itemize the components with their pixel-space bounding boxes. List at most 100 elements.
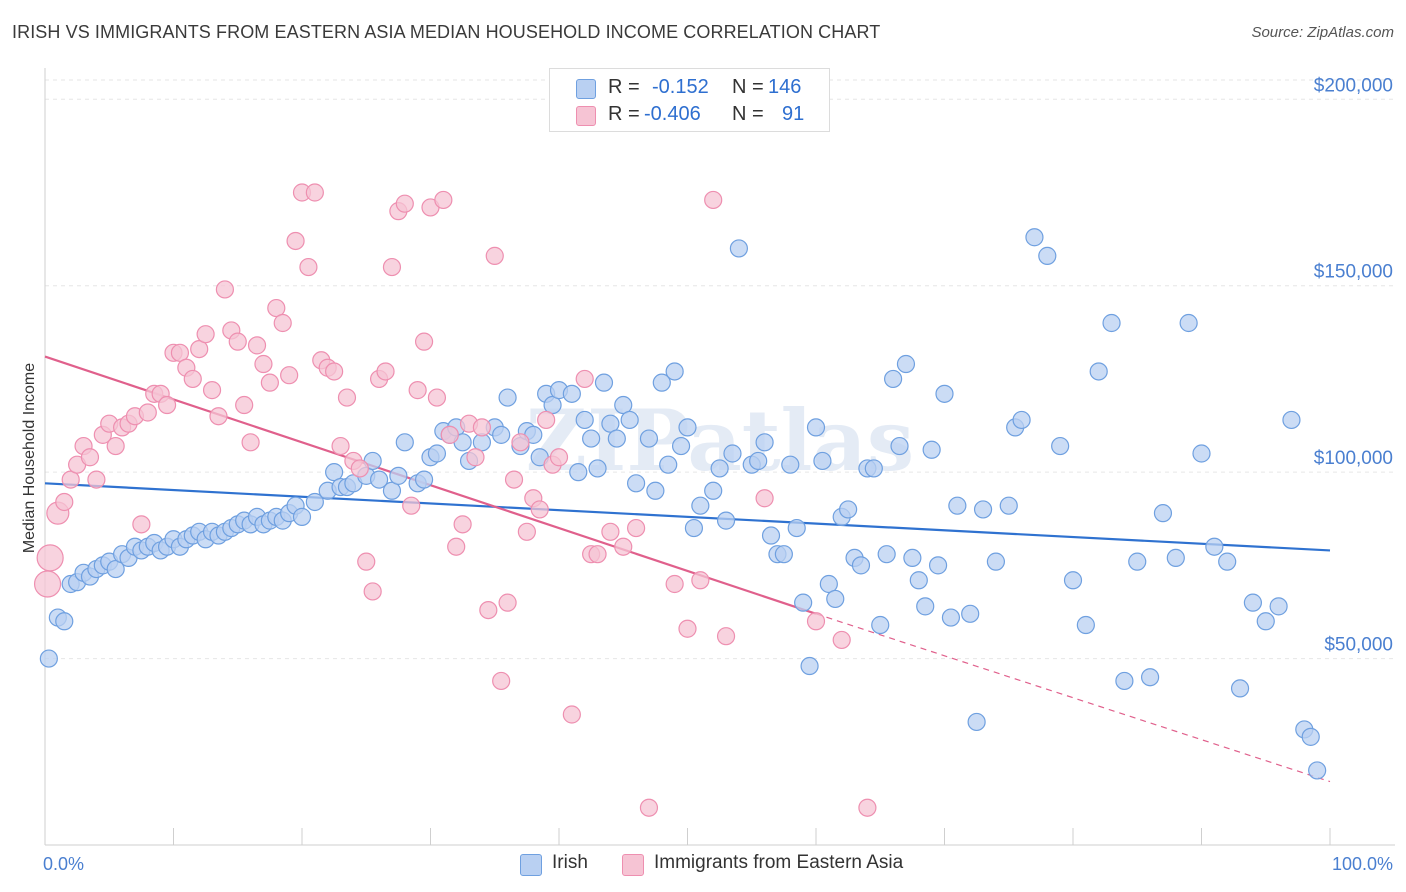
irish-point bbox=[864, 459, 883, 478]
correlation-legend: R = -0.152 N = 146 R = -0.406 N = 91 bbox=[549, 68, 830, 132]
irish-point bbox=[671, 436, 691, 456]
gridlines bbox=[45, 79, 1395, 660]
irish-point bbox=[1205, 537, 1224, 556]
immigrant-point bbox=[492, 671, 511, 691]
immigrant-point bbox=[325, 362, 344, 381]
immigrant-point bbox=[235, 395, 254, 415]
irish-point bbox=[729, 239, 749, 258]
immigrant-point bbox=[537, 410, 556, 430]
immigrant-point bbox=[517, 522, 536, 541]
irish-point bbox=[961, 604, 980, 623]
irish-point bbox=[626, 474, 646, 493]
source-label: Source: ZipAtlas.com bbox=[1251, 24, 1394, 41]
legend-n-label: N = bbox=[732, 103, 764, 125]
immigrant-point bbox=[665, 574, 684, 594]
irish-point bbox=[389, 466, 408, 485]
irish-point bbox=[871, 615, 890, 635]
irish-point bbox=[1153, 504, 1173, 523]
immigrant-point bbox=[402, 496, 421, 515]
irish-point bbox=[851, 556, 871, 575]
immigrant-point bbox=[280, 366, 299, 385]
irish-point bbox=[582, 429, 601, 448]
irish-point bbox=[877, 545, 896, 564]
irish-point bbox=[305, 492, 324, 512]
legend-r-label: R = bbox=[608, 76, 640, 98]
irish-trend-line bbox=[44, 482, 1331, 552]
immigrant-point bbox=[87, 470, 106, 489]
bottom-legend-label-irish: Irish bbox=[552, 852, 588, 873]
immigrant-point bbox=[209, 407, 228, 426]
immigrant-point bbox=[363, 582, 382, 601]
irish-point bbox=[395, 433, 414, 452]
immigrant-point bbox=[504, 470, 524, 489]
irish-point bbox=[594, 373, 614, 392]
irish-point bbox=[716, 511, 736, 530]
immigrant-point bbox=[36, 544, 64, 572]
y-tick-label: $200,000 bbox=[1314, 75, 1393, 96]
immigrant-point bbox=[479, 600, 498, 620]
bottom-legend-swatch-irish bbox=[520, 854, 542, 876]
irish-point bbox=[1025, 228, 1044, 247]
irish-point bbox=[620, 410, 639, 430]
irish-point bbox=[1301, 727, 1320, 746]
immigrant-point bbox=[408, 381, 427, 400]
irish-point bbox=[916, 597, 935, 616]
irish-point bbox=[787, 518, 806, 538]
immigrant-point bbox=[511, 433, 530, 452]
immigrant-point bbox=[453, 515, 472, 534]
immigrant-point bbox=[678, 619, 697, 638]
legend-row-irish: R = -0.152 N = 146 bbox=[550, 74, 829, 102]
immigrant-point bbox=[299, 257, 318, 277]
immigrant-point bbox=[440, 425, 459, 444]
irish-point bbox=[1012, 410, 1031, 430]
immigrant-point bbox=[447, 537, 466, 556]
bottom-legend-label-immigrants: Immigrants from Eastern Asia bbox=[654, 852, 904, 873]
legend-row-immigrants: R = -0.406 N = 91 bbox=[550, 101, 829, 129]
irish-point bbox=[414, 470, 434, 489]
irish-point bbox=[492, 425, 511, 444]
irish-point bbox=[1166, 548, 1185, 568]
immigrant-point bbox=[350, 459, 369, 478]
immigrant-point bbox=[691, 571, 710, 590]
irish-point bbox=[55, 612, 74, 631]
irish-point bbox=[575, 410, 594, 430]
legend-n-value: 91 bbox=[782, 103, 805, 125]
immigrant-point bbox=[588, 545, 607, 564]
immigrant-point bbox=[466, 448, 485, 467]
irish-point bbox=[755, 433, 774, 452]
bottom-legend-immigrants[interactable]: Immigrants from Eastern Asia bbox=[622, 852, 942, 876]
irish-point bbox=[999, 496, 1018, 515]
immigrant-point bbox=[639, 798, 659, 817]
immigrant-point bbox=[395, 194, 414, 213]
irish-point bbox=[1192, 444, 1211, 463]
immigrant-point bbox=[305, 183, 324, 202]
immigrant-point bbox=[183, 369, 202, 389]
immigrant-point bbox=[858, 798, 877, 817]
irish-point bbox=[928, 556, 948, 575]
immigrant-point bbox=[157, 395, 177, 415]
immigrant-point bbox=[106, 436, 125, 456]
irish-point bbox=[659, 455, 678, 474]
legend-r-label: R = bbox=[608, 103, 640, 125]
irish-point bbox=[813, 451, 832, 471]
irish-point bbox=[761, 526, 781, 545]
irish-point bbox=[941, 608, 961, 627]
legend-r-value: -0.152 bbox=[652, 76, 709, 98]
immigrant-point bbox=[472, 418, 491, 437]
irish-point bbox=[1269, 597, 1288, 616]
irish-point bbox=[678, 418, 697, 437]
immigrant-trend-extension bbox=[815, 613, 1331, 783]
immigrant-point bbox=[286, 231, 305, 251]
irish-point bbox=[781, 455, 800, 474]
immigrant-point bbox=[228, 332, 247, 351]
immigrant-point bbox=[132, 515, 151, 534]
immigrant-point bbox=[215, 280, 234, 299]
immigrant-point bbox=[704, 190, 723, 210]
legend-swatch-irish bbox=[576, 79, 596, 99]
irish-point bbox=[704, 481, 723, 500]
legend-swatch-immigrants bbox=[576, 106, 596, 126]
data-points bbox=[33, 183, 1327, 817]
irish-point bbox=[569, 463, 588, 482]
irish-point bbox=[1256, 612, 1275, 631]
